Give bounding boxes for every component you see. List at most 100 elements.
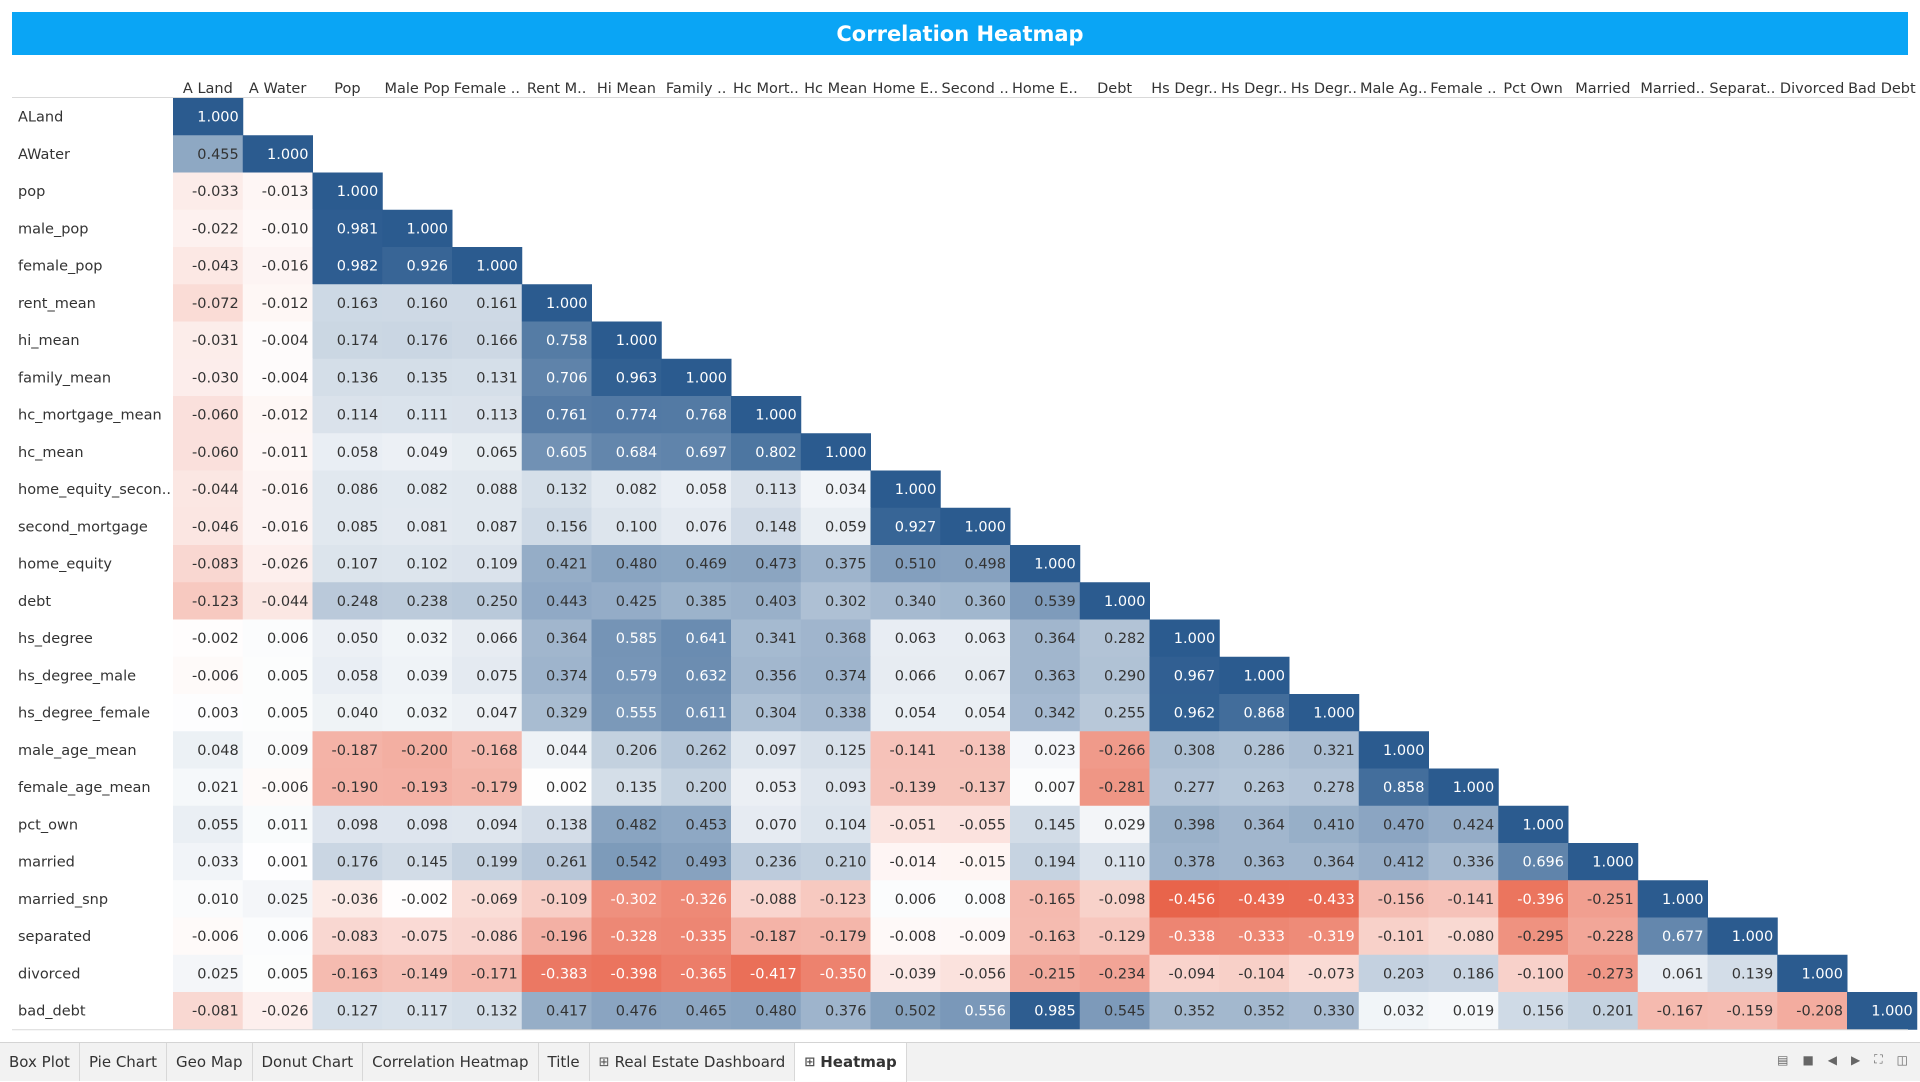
- heatmap-cell[interactable]: [452, 917, 523, 956]
- heatmap-cell[interactable]: [521, 619, 592, 658]
- heatmap-cell[interactable]: [173, 358, 244, 397]
- heatmap-cell[interactable]: [521, 992, 592, 1030]
- heatmap-cell[interactable]: [173, 284, 244, 322]
- heatmap-cell[interactable]: [1010, 619, 1081, 658]
- heatmap-cell[interactable]: [1289, 917, 1360, 956]
- heatmap-cell[interactable]: [591, 731, 662, 769]
- heatmap-cell[interactable]: [382, 656, 453, 695]
- heatmap-cell[interactable]: [173, 917, 244, 956]
- heatmap-cell[interactable]: [312, 954, 383, 993]
- heatmap-cell[interactable]: [242, 619, 313, 658]
- heatmap-cell[interactable]: [382, 768, 453, 807]
- heatmap-cell[interactable]: [940, 545, 1011, 583]
- heatmap-cell[interactable]: [591, 694, 662, 732]
- heatmap-cell[interactable]: [1149, 954, 1220, 993]
- heatmap-cell[interactable]: [591, 321, 662, 360]
- heatmap-cell[interactable]: [173, 619, 244, 658]
- heatmap-cell[interactable]: [1637, 917, 1708, 956]
- heatmap-cell[interactable]: [1289, 694, 1360, 732]
- heatmap-cell[interactable]: [731, 843, 802, 881]
- heatmap-cell[interactable]: [521, 805, 592, 844]
- heatmap-cell[interactable]: [312, 433, 383, 471]
- sheet-tab-geo-map[interactable]: Geo Map: [167, 1043, 253, 1081]
- heatmap-cell[interactable]: [173, 396, 244, 434]
- heatmap-cell[interactable]: [382, 396, 453, 434]
- heatmap-cell[interactable]: [731, 619, 802, 658]
- heatmap-cell[interactable]: [800, 992, 871, 1030]
- heatmap-cell[interactable]: [521, 954, 592, 993]
- heatmap-cell[interactable]: [940, 507, 1011, 546]
- heatmap-cell[interactable]: [521, 694, 592, 732]
- heatmap-cell[interactable]: [1358, 843, 1429, 881]
- heatmap-cell[interactable]: [1219, 768, 1290, 807]
- heatmap-cell[interactable]: [591, 992, 662, 1030]
- heatmap-cell[interactable]: [382, 843, 453, 881]
- heatmap-cell[interactable]: [1219, 731, 1290, 769]
- heatmap-cell[interactable]: [242, 433, 313, 471]
- heatmap-cell[interactable]: [452, 656, 523, 695]
- heatmap-cell[interactable]: [452, 358, 523, 397]
- heatmap-cell[interactable]: [731, 954, 802, 993]
- heatmap-cell[interactable]: [1010, 694, 1081, 732]
- heatmap-cell[interactable]: [173, 545, 244, 583]
- heatmap-cell[interactable]: [1498, 805, 1569, 844]
- heatmap-cell[interactable]: [940, 954, 1011, 993]
- heatmap-cell[interactable]: [870, 805, 941, 844]
- heatmap-cell[interactable]: [382, 321, 453, 360]
- heatmap-cell[interactable]: [1777, 992, 1848, 1030]
- heatmap-cell[interactable]: [1010, 731, 1081, 769]
- heatmap-cell[interactable]: [242, 135, 313, 173]
- heatmap-cell[interactable]: [1428, 954, 1499, 993]
- heatmap-cell[interactable]: [521, 731, 592, 769]
- heatmap-cell[interactable]: [1358, 805, 1429, 844]
- sheet-tab-heatmap[interactable]: ⊞ Heatmap: [795, 1042, 907, 1082]
- heatmap-cell[interactable]: [1219, 694, 1290, 732]
- heatmap-cell[interactable]: [312, 507, 383, 546]
- heatmap-cell[interactable]: [382, 358, 453, 397]
- heatmap-cell[interactable]: [870, 619, 941, 658]
- heatmap-cell[interactable]: [1358, 917, 1429, 956]
- heatmap-cell[interactable]: [1428, 843, 1499, 881]
- heatmap-cell[interactable]: [661, 507, 732, 546]
- heatmap-cell[interactable]: [242, 992, 313, 1030]
- heatmap-cell[interactable]: [312, 582, 383, 620]
- heatmap-cell[interactable]: [661, 656, 732, 695]
- grid-view-icon[interactable]: ▤: [1777, 1052, 1789, 1067]
- heatmap-cell[interactable]: [870, 656, 941, 695]
- heatmap-cell[interactable]: [1358, 880, 1429, 918]
- heatmap-cell[interactable]: [521, 470, 592, 509]
- heatmap-cell[interactable]: [731, 507, 802, 546]
- heatmap-cell[interactable]: [661, 731, 732, 769]
- heatmap-cell[interactable]: [661, 582, 732, 620]
- heatmap-cell[interactable]: [382, 284, 453, 322]
- heatmap-cell[interactable]: [870, 507, 941, 546]
- heatmap-cell[interactable]: [800, 880, 871, 918]
- heatmap-cell[interactable]: [1010, 545, 1081, 583]
- heatmap-cell[interactable]: [1010, 880, 1081, 918]
- heatmap-cell[interactable]: [870, 917, 941, 956]
- heatmap-cell[interactable]: [1498, 992, 1569, 1030]
- heatmap-cell[interactable]: [940, 880, 1011, 918]
- heatmap-cell[interactable]: [591, 358, 662, 397]
- heatmap-cell[interactable]: [173, 656, 244, 695]
- heatmap-cell[interactable]: [242, 507, 313, 546]
- heatmap-cell[interactable]: [382, 582, 453, 620]
- heatmap-cell[interactable]: [382, 545, 453, 583]
- heatmap-cell[interactable]: [1219, 843, 1290, 881]
- heatmap-cell[interactable]: [1568, 843, 1639, 881]
- heatmap-cell[interactable]: [173, 470, 244, 509]
- heatmap-cell[interactable]: [731, 470, 802, 509]
- heatmap-cell[interactable]: [1149, 656, 1220, 695]
- heatmap-cell[interactable]: [242, 247, 313, 285]
- heatmap-cell[interactable]: [452, 284, 523, 322]
- heatmap-cell[interactable]: [1637, 954, 1708, 993]
- heatmap-cell[interactable]: [1847, 992, 1918, 1030]
- heatmap-cell[interactable]: [1149, 694, 1220, 732]
- heatmap-cell[interactable]: [312, 656, 383, 695]
- heatmap-cell[interactable]: [1289, 954, 1360, 993]
- heatmap-cell[interactable]: [1010, 917, 1081, 956]
- heatmap-cell[interactable]: [521, 582, 592, 620]
- heatmap-cell[interactable]: [1079, 731, 1150, 769]
- heatmap-cell[interactable]: [1568, 917, 1639, 956]
- heatmap-cell[interactable]: [1637, 880, 1708, 918]
